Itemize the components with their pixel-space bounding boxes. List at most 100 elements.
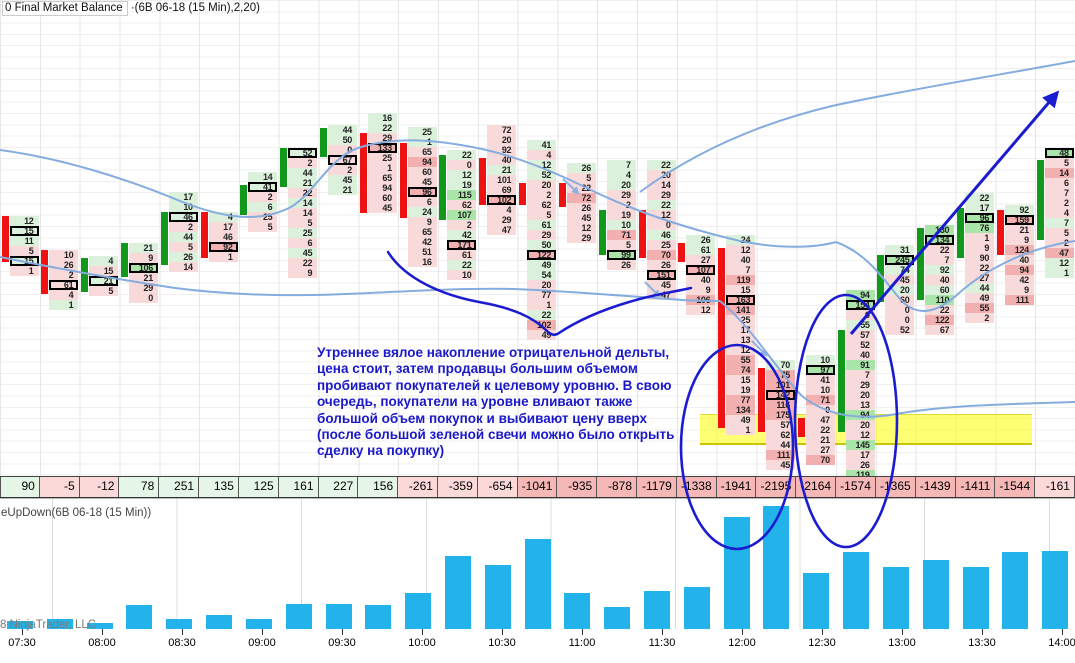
delta-cell: -878 (597, 477, 637, 497)
volume-bar (962, 567, 989, 629)
cluster-cell: 94 (845, 290, 875, 300)
cluster-cell: 69 (487, 185, 517, 195)
cluster-cell: 46 (646, 230, 676, 240)
cluster-cell: 12 (845, 430, 875, 440)
time-label: 11:00 (568, 637, 596, 649)
volume-bar (843, 552, 870, 629)
cluster-cell: 1 (527, 300, 557, 310)
cluster-cell-poc: 151 (646, 270, 676, 280)
cluster-cell: 4 (208, 212, 238, 222)
cluster-cell: 67 (925, 325, 955, 335)
cluster-cell: 16 (407, 257, 437, 267)
cluster-cell: 0 (447, 160, 477, 170)
cluster-cell: 21 (487, 165, 517, 175)
cluster-cell: 7 (726, 265, 756, 275)
cluster-cell: 45 (367, 203, 397, 213)
cluster-cell: 14 (288, 198, 318, 208)
cluster-cell: 14 (646, 180, 676, 190)
cluster-cell: 29 (845, 380, 875, 390)
cluster-cell: 2 (49, 270, 79, 280)
trade-note-line: очередь, покупатели на уровне вливают та… (317, 394, 633, 410)
candle-body-up (837, 330, 845, 432)
trade-note-line: сделку на покупку) (317, 443, 445, 459)
cluster-cell: 0 (885, 305, 915, 315)
cluster-cell: 0 (128, 293, 158, 303)
cluster-cell: 11 (9, 236, 39, 246)
cluster-cell: 22 (965, 193, 995, 203)
cluster-cell: 5 (288, 218, 318, 228)
cluster-cell: 22 (646, 160, 676, 170)
cluster-cell: 9 (288, 268, 318, 278)
candle-body-down (638, 210, 646, 258)
cluster-cell: 0 (646, 220, 676, 230)
cluster-cell: 26 (686, 235, 716, 245)
cluster-cell: 22 (965, 263, 995, 273)
cluster-cell: 44 (288, 168, 318, 178)
cluster-cell: 12 (9, 216, 39, 226)
cluster-cell: 2 (248, 192, 278, 202)
cluster-cell: 45 (765, 460, 795, 470)
cluster-cell: 94 (367, 183, 397, 193)
delta-cell: 156 (358, 477, 399, 497)
trade-note-line: большой объем покупок и выбивают цену вв… (317, 410, 647, 426)
candle-body-down (359, 133, 367, 213)
cluster-cell: 74 (726, 365, 756, 375)
cluster-cell: 6 (248, 202, 278, 212)
cluster-cell: 26 (606, 260, 636, 270)
cluster-cell-poc: 154 (845, 300, 875, 310)
time-axis[interactable]: 07:30 08:00 08:30 09:00 09:30 10:00 10:30 11:00… (0, 629, 1075, 663)
cluster-cell: 49 (527, 260, 557, 270)
cluster-cell: 2 (1044, 198, 1074, 208)
cluster-cell: 25 (367, 153, 397, 163)
cluster-cell: 47 (646, 290, 676, 300)
cluster-cell: 17 (168, 192, 198, 202)
volume-panel[interactable]: eUpDown(6B 06-18 (15 Min)) 8 NinjaTrader… (0, 498, 1075, 631)
cluster-cell: 2 (288, 158, 318, 168)
cluster-cell: 49 (527, 330, 557, 340)
cluster-cell: 40 (487, 155, 517, 165)
cluster-cell: 46 (208, 232, 238, 242)
cluster-cell: 25 (288, 228, 318, 238)
cluster-cell-poc: 245 (885, 255, 915, 265)
candle-body-down (718, 248, 726, 428)
cluster-cell: 71 (805, 395, 835, 405)
cluster-cell: 14 (288, 208, 318, 218)
cluster-cell-poc: 102 (487, 195, 517, 205)
cluster-cell: 10 (805, 385, 835, 395)
cluster-cell: 71 (606, 230, 636, 240)
cluster-cell: 44 (765, 440, 795, 450)
cluster-cell: 0 (885, 315, 915, 325)
cluster-cell: 42 (1004, 275, 1034, 285)
time-tick (422, 629, 423, 635)
cluster-cell: 49 (965, 293, 995, 303)
delta-cell: -2195 (756, 477, 797, 497)
cluster-cell: 70 (765, 360, 795, 370)
cluster-cell-poc: 92 (208, 242, 238, 252)
cluster-cell: 2 (447, 220, 477, 230)
delta-cell: -1365 (875, 477, 916, 497)
volume-bar (206, 615, 233, 629)
delta-cell: -1179 (637, 477, 677, 497)
cluster-cell-poc: 96 (965, 213, 995, 223)
time-label: 10:00 (408, 637, 436, 649)
cluster-cell: 26 (566, 203, 596, 213)
cluster-cell: 62 (447, 200, 477, 210)
time-label: 11:30 (648, 637, 676, 649)
candle-body-down (41, 250, 49, 294)
cluster-cell: 55 (845, 320, 875, 330)
cluster-cell-poc: 122 (527, 250, 557, 260)
cluster-cell: 45 (885, 275, 915, 285)
cluster-cell: 26 (646, 260, 676, 270)
cluster-cell: 12 (646, 210, 676, 220)
time-tick (182, 629, 183, 635)
delta-cell: -359 (437, 477, 478, 497)
cluster-cell: 19 (726, 385, 756, 395)
cluster-cell: 72 (566, 193, 596, 203)
time-label: 10:30 (488, 637, 516, 649)
time-tick (582, 629, 583, 635)
cluster-cell: 27 (805, 445, 835, 455)
cluster-cell: 145 (845, 440, 875, 450)
cluster-cell: 7 (925, 255, 955, 265)
volume-bar (7, 621, 33, 629)
volume-bar (444, 556, 471, 629)
